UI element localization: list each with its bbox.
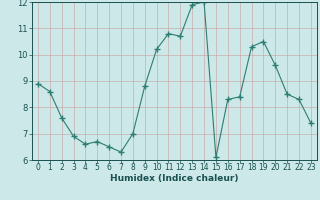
X-axis label: Humidex (Indice chaleur): Humidex (Indice chaleur): [110, 174, 239, 183]
